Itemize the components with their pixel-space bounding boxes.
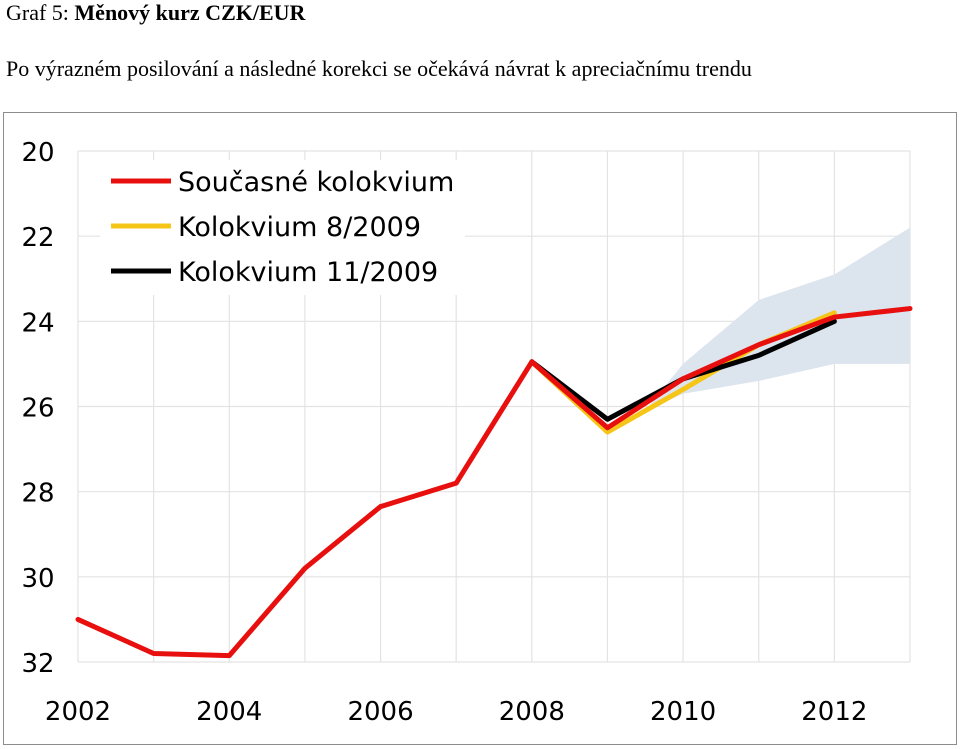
- x-tick-label: 2002: [45, 697, 111, 727]
- legend: Současné kolokvium Kolokvium 8/2009 Kolokv…: [100, 160, 465, 295]
- legend-label: Kolokvium 8/2009: [178, 212, 421, 243]
- chart-title-prefix: Graf 5:: [6, 0, 75, 25]
- series-lines: [75, 306, 913, 659]
- y-tick-labels: 20 22 24 26 28 30 32: [21, 138, 54, 679]
- y-tick-label: 30: [21, 564, 54, 594]
- x-tick-label: 2012: [801, 697, 867, 727]
- y-tick-label: 32: [21, 649, 54, 679]
- y-tick-label: 26: [21, 394, 54, 424]
- x-tick-label: 2006: [347, 697, 413, 727]
- chart-title-main: Měnový kurz CZK/EUR: [74, 0, 306, 25]
- y-tick-label: 28: [21, 479, 54, 509]
- x-tick-label: 2004: [196, 697, 262, 727]
- y-tick-label: 24: [21, 308, 54, 338]
- grid-lines: [77, 150, 911, 663]
- forecast-band-area: [645, 227, 910, 411]
- forecast-band: [645, 227, 910, 411]
- legend-label: Současné kolokvium: [178, 167, 454, 198]
- chart-frame: [3, 112, 957, 745]
- chart-subtitle: Po výrazném posilování a následné korekc…: [6, 56, 752, 81]
- y-tick-label: 20: [21, 138, 54, 168]
- series-line-0: [75, 306, 913, 659]
- x-tick-label: 2008: [499, 697, 565, 727]
- x-tick-label: 2010: [650, 697, 716, 727]
- y-tick-label: 22: [21, 223, 54, 253]
- x-tick-labels: 2002 2004 2006 2008 2010 2012: [45, 697, 868, 727]
- legend-label: Kolokvium 11/2009: [178, 257, 438, 288]
- chart-title: Graf 5: Měnový kurz CZK/EUR: [6, 0, 305, 26]
